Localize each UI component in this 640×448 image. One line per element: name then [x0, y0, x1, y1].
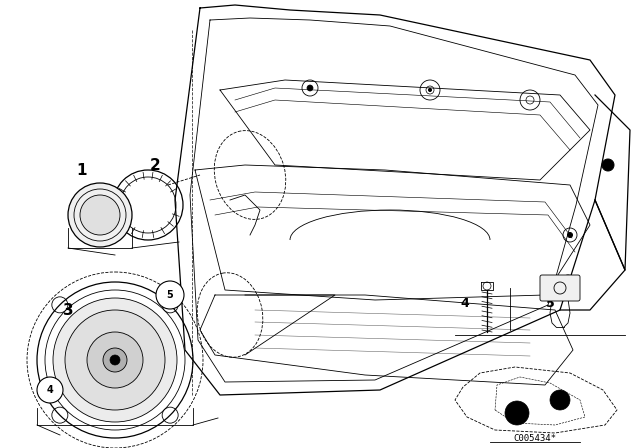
Circle shape — [568, 233, 573, 237]
Circle shape — [602, 159, 614, 171]
Circle shape — [307, 85, 313, 91]
Circle shape — [103, 348, 127, 372]
Circle shape — [68, 183, 132, 247]
FancyBboxPatch shape — [540, 275, 580, 301]
Circle shape — [80, 195, 120, 235]
Text: 4: 4 — [461, 297, 469, 310]
Circle shape — [563, 275, 573, 285]
Circle shape — [110, 355, 120, 365]
Text: 1: 1 — [77, 163, 87, 177]
Text: 4: 4 — [47, 385, 53, 395]
Text: 2: 2 — [150, 158, 161, 172]
Text: 5: 5 — [166, 290, 173, 300]
Circle shape — [65, 310, 165, 410]
Text: C005434*: C005434* — [513, 434, 557, 443]
Circle shape — [429, 89, 431, 91]
Text: 5: 5 — [546, 297, 554, 310]
Circle shape — [505, 401, 529, 425]
Circle shape — [87, 332, 143, 388]
Circle shape — [156, 281, 184, 309]
Circle shape — [550, 390, 570, 410]
Circle shape — [53, 298, 177, 422]
Text: 3: 3 — [63, 302, 74, 318]
Circle shape — [37, 377, 63, 403]
